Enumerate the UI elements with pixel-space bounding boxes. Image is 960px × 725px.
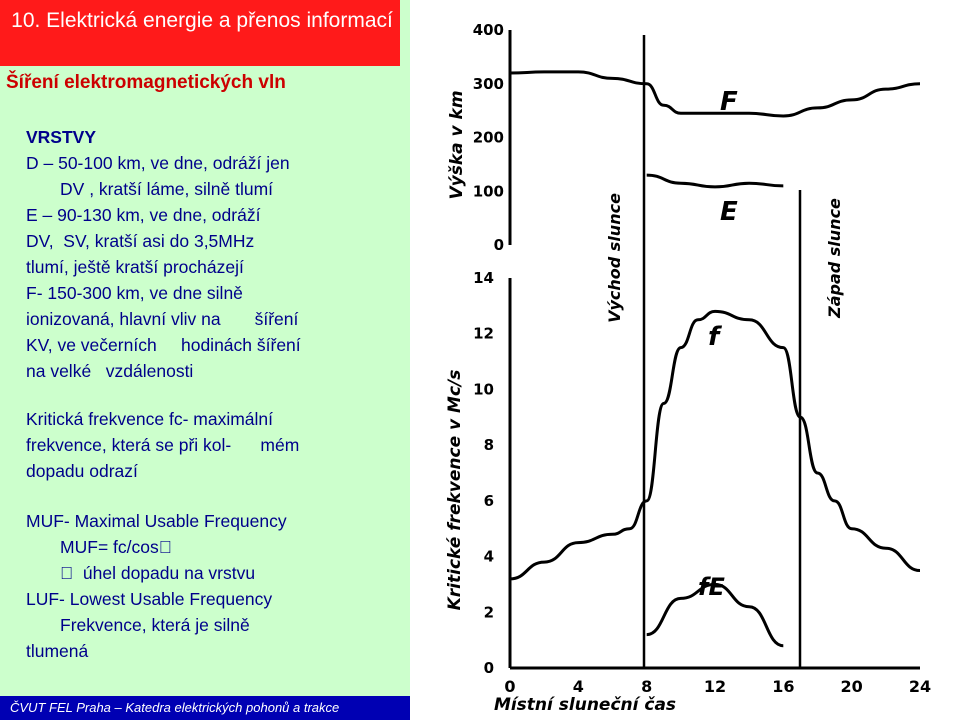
bottom-y-tick-label: 12 [473,325,494,343]
x-tick-label: 12 [704,677,726,696]
x-tick-label: 16 [772,677,794,696]
x-tick-label: 0 [504,677,515,696]
x-tick-label: 20 [841,677,863,696]
layers-block: VRSTVY D – 50-100 km, ve dne, odráží jen… [26,124,301,384]
slide-subtitle: Šíření elektromagnetických vln [6,72,286,93]
bottom-y-tick-label: 14 [473,269,494,287]
muf-line: MUF= fc/cos [26,537,172,557]
layer-f-line: KV, ve večerních hodinách šíření [26,335,301,355]
critical-line: Kritická frekvence fc- maximální [26,409,274,429]
curve-label-f: f [708,322,723,352]
curve-label-F: F [720,87,738,117]
sunrise-label: Východ slunce [605,193,624,323]
muf-luf-block: MUF- Maximal Usable Frequency MUF= fc/co… [26,508,287,664]
bottom-y-tick-label: 6 [484,492,494,510]
layer-d-line: D – 50-100 km, ve dne, odráží jen [26,153,290,173]
top-y-tick-label: 300 [473,75,504,93]
critical-line: frekvence, která se při kol- mém [26,435,300,455]
slide-footer: ČVUT FEL Praha – Katedra elektrických po… [0,696,410,720]
x-label: Místní sluneční čas [494,695,676,715]
y-label-frequency: Kritické frekvence v Mc/s [445,370,465,611]
critical-line: dopadu odrazí [26,461,138,481]
x-tick-label: 8 [641,677,652,696]
layer-e-line: tlumí, ještě kratší procházejí [26,257,244,277]
left-panel: 10. Elektrická energie a přenos informac… [0,0,410,720]
luf-line: tlumená [26,641,89,661]
muf-line:  úhel dopadu na vrstvu [26,563,255,583]
layer-d-line: DV , kratší láme, silně tlumí [26,179,274,199]
layer-e-line: DV, SV, kratší asi do 3,5MHz [26,231,255,251]
layer-f-line: F- 150-300 km, ve dne silně [26,283,243,303]
top-y-tick-label: 100 [473,182,504,200]
bottom-y-tick-label: 2 [484,603,494,621]
curve-E-layer-height [646,173,784,189]
curves [509,70,921,648]
luf-line: LUF- Lowest Usable Frequency [26,589,273,609]
curve-label-E: E [720,197,738,227]
curve-fE-critical-frequency [646,582,784,648]
bottom-y-tick-label: 10 [473,380,494,398]
luf-line: Frekvence, která je silně [26,615,250,635]
top-y-tick-label: 0 [494,236,504,254]
top-y-tick-label: 200 [473,129,504,147]
bottom-y-tick-label: 4 [484,548,494,566]
x-tick-label: 4 [573,677,584,696]
layer-f-line: ionizovaná, hlavní vliv na šíření [26,309,299,329]
x-tick-label: 24 [909,677,931,696]
top-y-tick-label: 400 [473,21,504,39]
curve-F-layer-height [509,70,921,118]
bottom-y-tick-label: 8 [484,436,494,454]
bottom-y-tick-label: 0 [484,659,494,677]
slide-title: 10. Elektrická energie a přenos informac… [0,0,400,66]
critical-frequency-block: Kritická frekvence fc- maximální frekven… [26,406,299,484]
ionosphere-chart: Výška v km Kritické frekvence v Mc/s Výc… [445,21,931,715]
muf-line: MUF- Maximal Usable Frequency [26,511,287,531]
layer-e-line: E – 90-130 km, ve dne, odráží [26,205,261,225]
ionosphere-figure: Výška v km Kritické frekvence v Mc/s Výc… [410,0,960,720]
sunset-label: Západ slunce [825,198,844,319]
y-label-height: Výška v km [447,90,467,199]
layer-f-line: na velké vzdálenosti [26,361,194,381]
layers-heading: VRSTVY [26,127,97,147]
curve-f-critical-frequency [509,309,921,581]
